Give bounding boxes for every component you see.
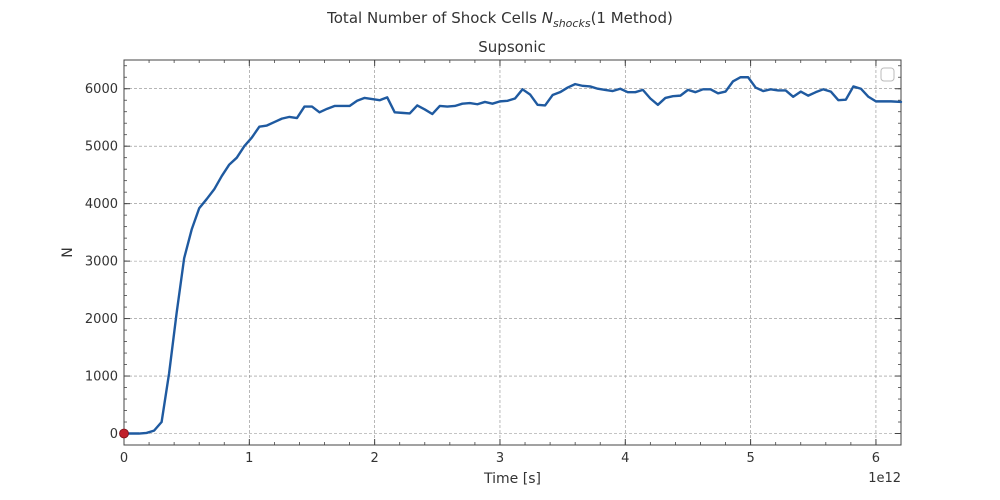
x-tick-label: 0 <box>120 451 128 466</box>
y-axis-label: N <box>60 247 76 257</box>
y-tick-label: 2000 <box>85 312 118 327</box>
data-marker <box>119 428 129 439</box>
y-tick-label: 1000 <box>85 370 118 385</box>
y-tick-label: 5000 <box>85 140 118 155</box>
series-line-1 <box>122 76 903 435</box>
y-tick-label: 0 <box>110 427 118 442</box>
chart-title: Total Number of Shock Cells Nshocks(1 Me… <box>326 9 673 30</box>
chart-subtitle: Supsonic <box>478 38 545 56</box>
x-axis-label: Time [s] <box>483 471 541 487</box>
y-tick-label: 3000 <box>85 255 118 270</box>
x-tick-label: 5 <box>746 451 754 466</box>
axis-ticks: 0 1 2 3 4 5 6 0 1000 2000 3000 4000 5000 6000 <box>85 60 902 466</box>
x-tick-label: 3 <box>496 451 504 466</box>
data-series <box>119 76 903 439</box>
x-axis-offset-label: 1e12 <box>868 471 901 486</box>
plot-area-frame <box>123 59 902 446</box>
x-tick-label: 6 <box>872 451 880 466</box>
x-tick-label: 2 <box>371 451 379 466</box>
x-tick-label: 1 <box>245 451 253 466</box>
grid-lines <box>124 60 901 445</box>
y-tick-label: 6000 <box>85 82 118 97</box>
x-tick-label: 4 <box>621 451 629 466</box>
y-tick-label: 4000 <box>85 197 118 212</box>
legend-box <box>880 67 895 82</box>
